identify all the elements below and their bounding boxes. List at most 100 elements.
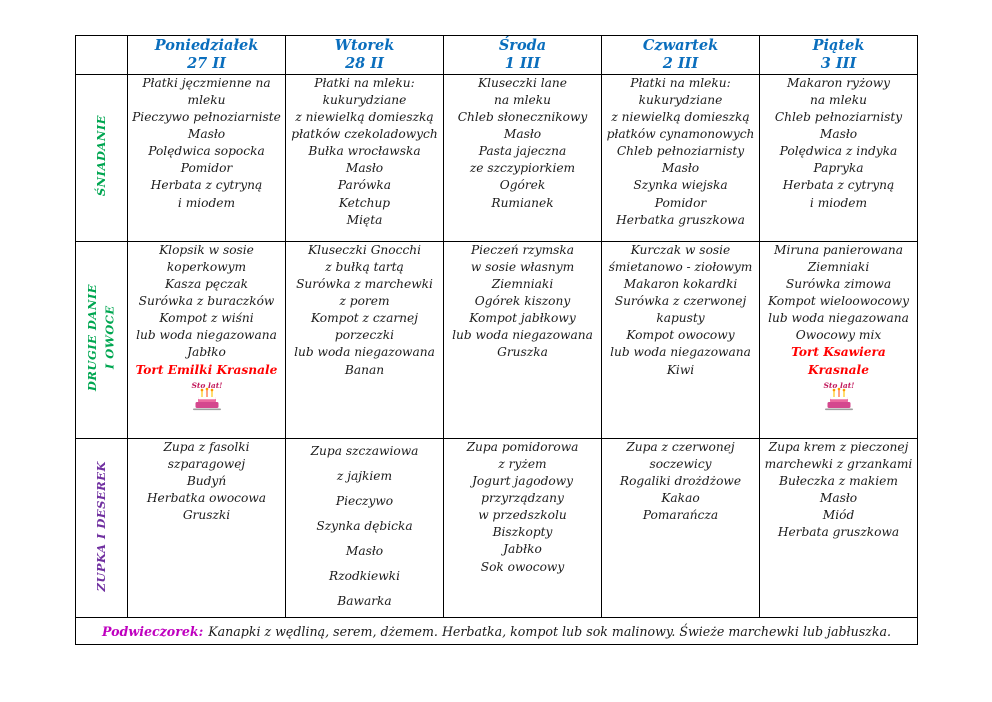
- menu-item-line: Kiwi: [666, 362, 695, 377]
- menu-item-line: Herbata gruszkowa: [777, 525, 900, 540]
- menu-item-line: Zupa pomidorowa: [466, 440, 579, 454]
- svg-text:Sto lat!: Sto lat!: [191, 381, 222, 390]
- menu-item-line: Klopsik w sosie: [159, 243, 254, 257]
- menu-cell-breakfast-monday: Płatki jęczmienne na mleku Pieczywo pełno…: [127, 74, 286, 242]
- day-name: Piątek: [812, 36, 865, 54]
- menu-item-line: przyrządzany: [481, 491, 564, 506]
- menu-item-line: Masło: [345, 161, 384, 176]
- menu-item-line: Herbatka owocowa: [146, 491, 267, 506]
- menu-cell-breakfast-friday: Makaron ryżowy na mleku Chleb pełnoziarnis…: [759, 74, 918, 242]
- menu-item-line: z porem: [339, 294, 390, 309]
- menu-cell-soup-wednesday: Zupa pomidorowa z ryżem Jogurt jagodowy prz…: [443, 438, 602, 618]
- menu-item-line: płatków czekoladowych: [291, 127, 438, 142]
- birthday-cake-icon: Sto lat!: [823, 381, 854, 410]
- menu-item-line: Papryka: [813, 161, 864, 176]
- menu-item-line: Masło: [819, 491, 858, 506]
- menu-item-line: Krasnale: [808, 362, 869, 377]
- menu-cell-soup-thursday: Zupa z czerwonej soczewicy Rogaliki drożdż…: [601, 438, 760, 618]
- menu-item-line: Kompot z wiśni: [159, 311, 254, 326]
- menu-item-line: Kluseczki Gnocchi: [307, 243, 422, 257]
- menu-item-line: Gruszka: [497, 345, 548, 360]
- day-name: Wtorek: [334, 36, 395, 54]
- menu-item-line: Surówka z marchewki: [296, 277, 433, 292]
- menu-item-line: koperkowym: [166, 260, 247, 275]
- menu-item-line: Rzodkiewki: [329, 569, 400, 584]
- menu-item-line: Parówka: [337, 178, 392, 193]
- menu-item-line: Jabłko: [187, 345, 226, 360]
- menu-item-line: Chleb słonecznikowy: [457, 110, 588, 125]
- menu-item-line: Tort Ksawiera: [791, 345, 886, 360]
- menu-item-line: Zupa szczawiowa: [310, 444, 419, 458]
- menu-item-line: z jajkiem: [336, 469, 393, 484]
- menu-item-line: Surówka z buraczków: [138, 294, 275, 309]
- menu-item-line: Pomidor: [180, 161, 233, 176]
- menu-item-line: Budyń: [186, 474, 227, 489]
- menu-item-line: Kompot owocowy: [626, 328, 735, 343]
- day-name: Poniedziałek: [154, 36, 259, 54]
- menu-cell-soup-friday: Zupa krem z pieczonej marchewki z grzanka…: [759, 438, 918, 618]
- menu-item-line: Płatki na mleku:: [630, 76, 731, 90]
- menu-item-line: Pomidor: [654, 195, 707, 210]
- menu-item-line: na mleku: [494, 93, 551, 108]
- menu-item-line: Gruszki: [182, 508, 231, 523]
- menu-item-line: Ogórek: [499, 178, 546, 193]
- menu-item-line: Herbatka gruszkowa: [616, 212, 745, 227]
- day-header-thursday: Czwartek 2 III: [601, 35, 760, 75]
- menu-item-line: Pasta jajeczna: [478, 144, 567, 159]
- menu-item-line: Biszkopty: [492, 525, 553, 540]
- menu-cell-soup-monday: Zupa z fasolki szparagowej Budyń Herbatka …: [127, 438, 286, 618]
- menu-item-line: Kakao: [661, 491, 700, 506]
- day-date: 2 III: [662, 55, 699, 72]
- menu-item-line: Masło: [661, 161, 700, 176]
- menu-item-line: Owocowy mix: [795, 328, 882, 343]
- menu-item-line: z bułką tartą: [325, 260, 404, 275]
- corner-cell: [75, 35, 128, 75]
- menu-item-line: lub woda niegazowana: [452, 328, 593, 343]
- menu-item-line: Rogaliki drożdżowe: [619, 474, 742, 489]
- menu-item-line: Kompot z czarnej: [310, 311, 419, 326]
- menu-item-line: Płatki jęczmienne na mleku: [142, 76, 271, 108]
- menu-item-line: Kompot jabłkowy: [469, 311, 576, 326]
- menu-item-line: lub woda niegazowana: [136, 328, 277, 343]
- menu-item-line: Kurczak w sosie: [630, 243, 731, 257]
- day-date: 28 II: [345, 55, 384, 72]
- menu-item-line: ze szczypiorkiem: [469, 161, 576, 176]
- menu-cell-breakfast-wednesday: Kluseczki lane na mleku Chleb słonecznikow…: [443, 74, 602, 242]
- menu-item-line: Bułka wrocławska: [308, 144, 421, 159]
- menu-item-line: marchewki z grzankami: [764, 457, 913, 472]
- menu-item-line: Masło: [819, 127, 858, 142]
- row-label-text: ŚNIADANIE: [93, 115, 108, 197]
- menu-item-line: Miód: [822, 508, 855, 523]
- menu-item-line: Pomarańcza: [642, 508, 719, 523]
- menu-item-line: Banan: [344, 362, 385, 377]
- menu-item-line: z niewielką domieszką: [295, 110, 434, 125]
- menu-item-line: kapusty: [656, 311, 705, 326]
- menu-item-line: z ryżem: [498, 457, 547, 472]
- row-label-zupka: ZUPKA I DESEREK: [75, 438, 128, 618]
- menu-item-line: Jabłko: [503, 542, 542, 557]
- menu-item-line: w przedszkolu: [478, 508, 567, 523]
- menu-item-line: Zupa z fasolki szparagowej: [163, 440, 250, 472]
- svg-text:Sto lat!: Sto lat!: [823, 381, 854, 390]
- menu-item-line: Surówka z czerwonej: [614, 294, 747, 309]
- menu-item-line: Szynka dębicka: [316, 519, 413, 534]
- menu-item-line: Kasza pęczak: [164, 277, 249, 292]
- menu-item-line: lub woda niegazowana: [294, 345, 435, 360]
- menu-item-line: Sok owocowy: [480, 559, 565, 574]
- menu-item-line: Mięta: [346, 212, 383, 227]
- row-label-text: ZUPKA I DESEREK: [93, 460, 108, 592]
- footer-text: Kanapki z wędliną, serem, dżemem. Herbat…: [208, 623, 891, 639]
- menu-item-line: Chleb pełnoziarnisty: [774, 110, 903, 125]
- menu-cell-maincourse-monday: Klopsik w sosie koperkowym Kasza pęczak Sur…: [127, 241, 286, 439]
- menu-item-line: Surówka zimowa: [785, 277, 892, 292]
- menu-item-line: i miodem: [809, 195, 868, 210]
- menu-item-line: lub woda niegazowana: [768, 311, 909, 326]
- menu-item-line: Masło: [345, 544, 384, 559]
- menu-item-line: Masło: [187, 127, 226, 142]
- menu-cell-breakfast-thursday: Płatki na mleku: kukurydziane z niewielką …: [601, 74, 760, 242]
- menu-item-line: Zupa z czerwonej: [626, 440, 735, 454]
- menu-item-line: soczewicy: [649, 457, 712, 472]
- menu-item-line: Polędwica z indyka: [779, 144, 898, 159]
- menu-cell-maincourse-thursday: Kurczak w sosie śmietanowo - ziołowym Maka…: [601, 241, 760, 439]
- menu-item-line: lub woda niegazowana: [610, 345, 751, 360]
